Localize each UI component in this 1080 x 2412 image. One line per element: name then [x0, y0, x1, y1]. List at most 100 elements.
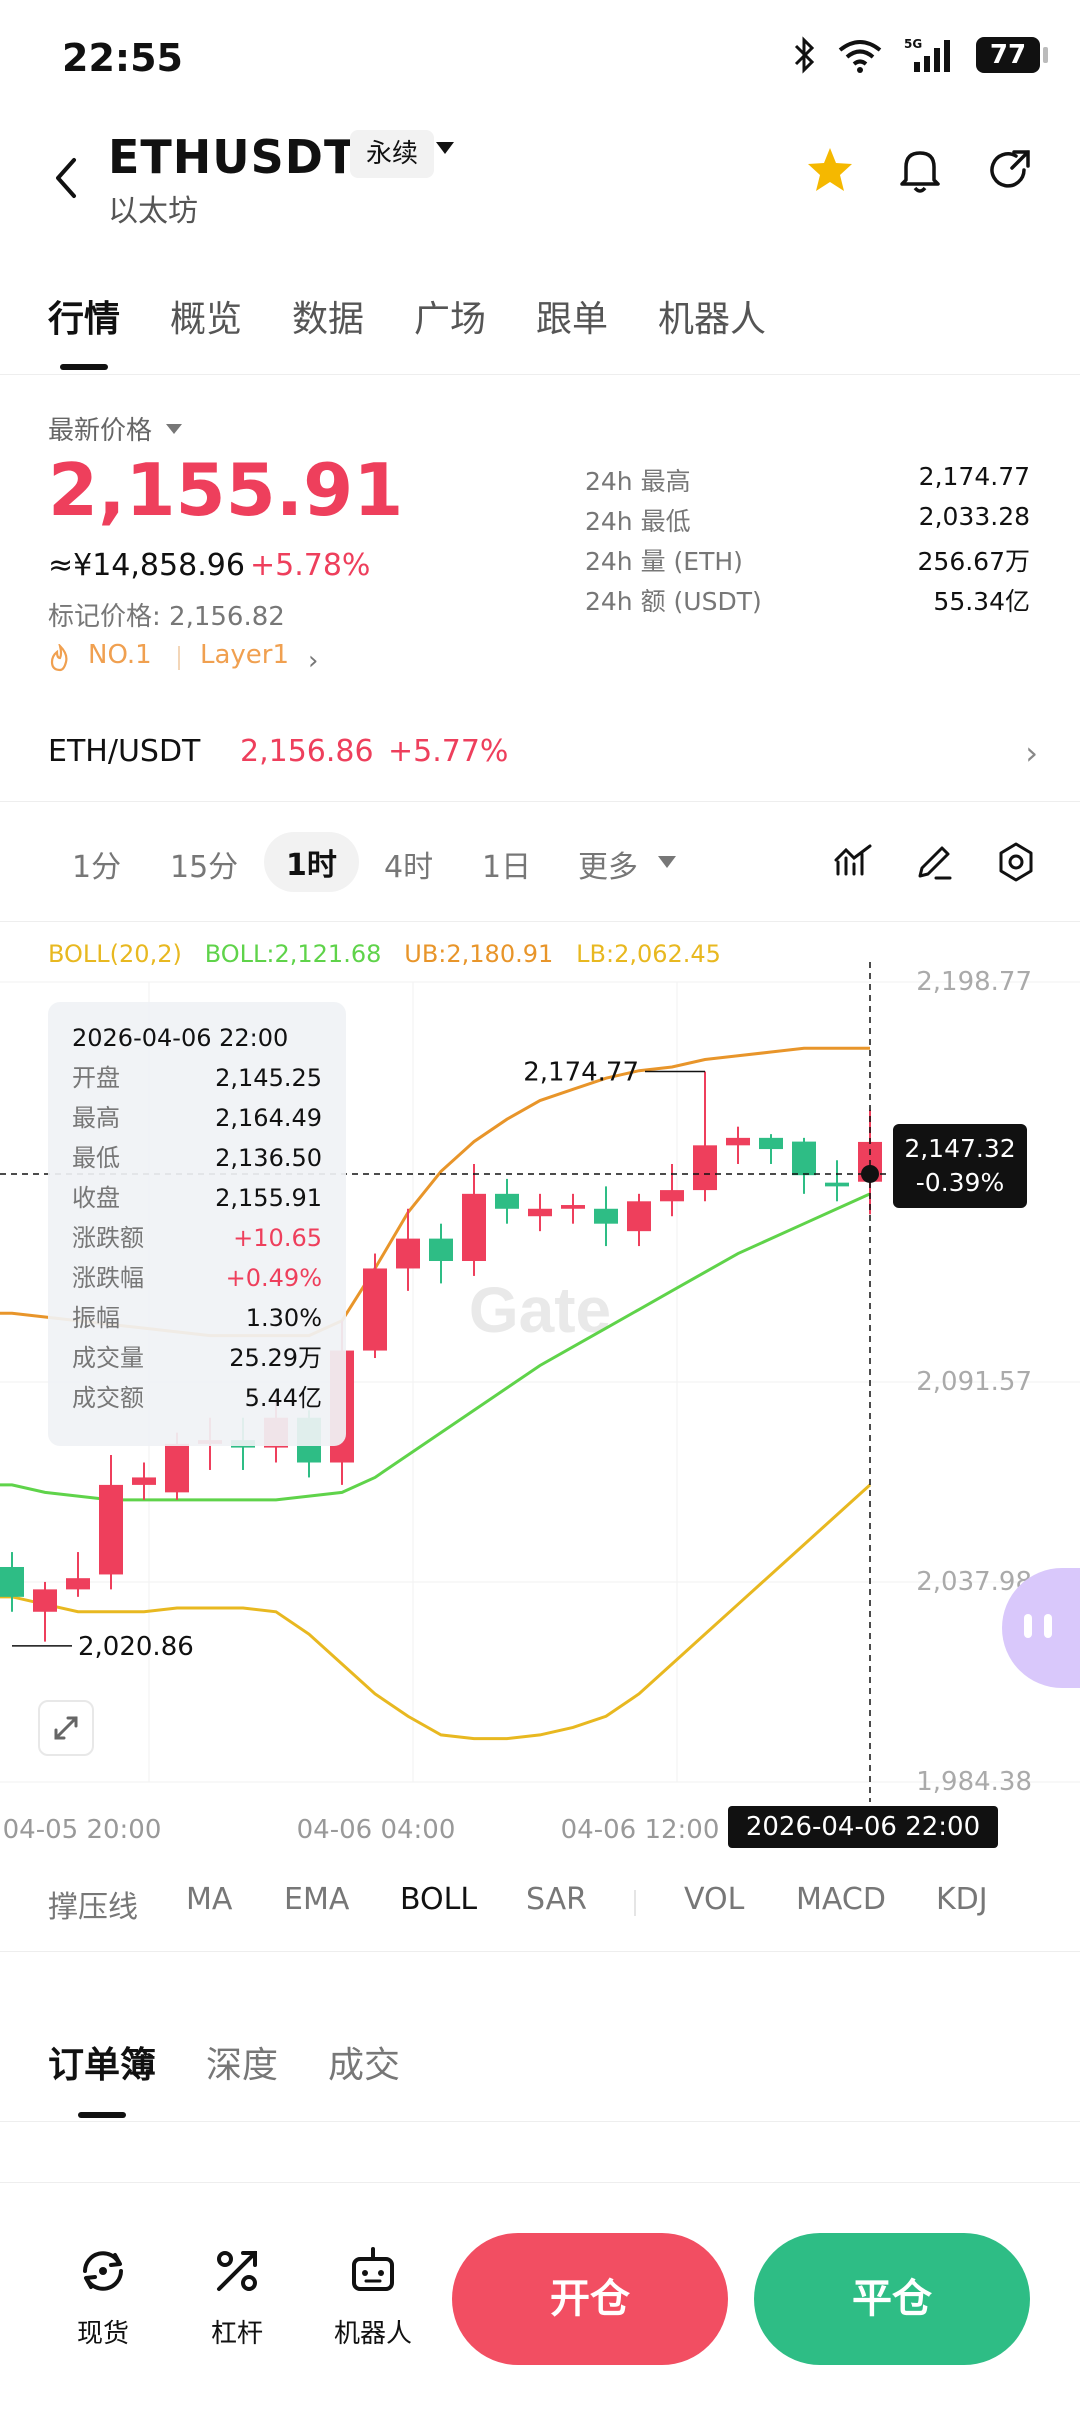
candle-body — [825, 1182, 849, 1187]
timeframe-1d[interactable]: 1日 — [482, 850, 532, 885]
sector-tag[interactable]: Layer1 — [200, 640, 290, 670]
chevron-down-icon[interactable] — [658, 856, 676, 868]
candle-body — [429, 1238, 453, 1262]
tab-square[interactable]: 广场 — [414, 299, 487, 340]
tooltip-row: 最高 2,164.49 — [72, 1098, 322, 1138]
back-arrow-icon[interactable] — [44, 148, 94, 208]
tooltip-row: 成交量 25.29万 — [72, 1338, 322, 1378]
tooltip-row: 振幅 1.30% — [72, 1298, 322, 1338]
robot-icon — [352, 2247, 394, 2291]
candle-body — [627, 1201, 651, 1232]
tooltip-date: 2026-04-06 22:00 — [72, 1024, 289, 1052]
indicator-vol[interactable]: VOL — [684, 1882, 745, 1917]
chevron-down-icon[interactable] — [436, 142, 454, 154]
stat-value-low: 2,033.28 — [918, 502, 1030, 531]
expand-chart-button[interactable] — [38, 1700, 94, 1756]
open-position-button[interactable]: 开仓 — [452, 2233, 728, 2365]
boll-middle-line — [0, 1192, 871, 1502]
chevron-right-icon[interactable]: › — [308, 646, 319, 676]
x-axis-label: 04-06 12:00 — [561, 1815, 720, 1845]
tooltip-row: 成交额 5.44亿 — [72, 1378, 322, 1418]
tooltip-value: 5.44亿 — [244, 1384, 322, 1412]
nav-bot[interactable]: 机器人 — [318, 2243, 428, 2350]
symbol-title[interactable]: ETHUSDT — [108, 130, 357, 184]
stat-value-high: 2,174.77 — [918, 462, 1030, 491]
timeframe-1m[interactable]: 1分 — [72, 850, 122, 885]
floating-assistant-button[interactable] — [1002, 1568, 1080, 1688]
timeframe-15m[interactable]: 15分 — [170, 850, 239, 885]
boll-lower-line — [0, 1483, 872, 1741]
nav-spot-label: 现货 — [76, 2319, 129, 2349]
candle-body — [660, 1190, 684, 1202]
tab-trades[interactable]: 成交 — [328, 2045, 401, 2086]
tag-divider — [178, 646, 180, 670]
caret-down-icon[interactable] — [166, 424, 182, 434]
tooltip-key: 最低 — [72, 1144, 120, 1172]
tab-market[interactable]: 行情 — [48, 299, 121, 340]
close-position-button[interactable]: 平仓 — [754, 2233, 1030, 2365]
tooltip-value: 2,136.50 — [215, 1144, 322, 1172]
timeframe-1h[interactable]: 1时 — [264, 832, 359, 892]
indicator-sar[interactable]: SAR — [526, 1882, 587, 1917]
tooltip-key: 振幅 — [72, 1304, 120, 1332]
crosshair-price: 2,147.32 — [904, 1134, 1016, 1163]
share-icon[interactable] — [980, 140, 1040, 200]
battery-indicator: 77 — [976, 37, 1048, 73]
tab-bot[interactable]: 机器人 — [658, 299, 767, 340]
settings-icon[interactable] — [994, 840, 1038, 884]
orderbook-tabs: 订单簿 深度 成交 — [0, 2018, 1080, 2122]
candle-body — [528, 1208, 552, 1217]
candle-body — [132, 1477, 156, 1485]
high-marker-label: 2,174.77 — [523, 1058, 639, 1088]
tooltip-key: 最高 — [72, 1104, 120, 1132]
svg-text:5G: 5G — [904, 37, 922, 51]
rank-tag[interactable]: NO.1 — [88, 640, 152, 670]
nav-leverage[interactable]: 杠杆 — [182, 2243, 292, 2350]
indicator-kdj[interactable]: KDJ — [936, 1882, 988, 1917]
stat-label-volume: 24h 量 (ETH) — [585, 547, 743, 576]
leverage-icon — [217, 2251, 257, 2291]
indicator-ema[interactable]: EMA — [284, 1882, 350, 1917]
y-axis-label: 2,198.77 — [916, 967, 1032, 997]
draw-pen-icon[interactable] — [912, 840, 956, 884]
tooltip-key: 成交额 — [72, 1384, 144, 1412]
indicator-boll[interactable]: BOLL — [400, 1882, 478, 1917]
kline-chart[interactable]: BOLL(20,2) BOLL:2,121.68 UB:2,180.91 LB:… — [0, 922, 1080, 1852]
timeframe-4h[interactable]: 4时 — [384, 850, 434, 885]
stat-value-volume: 256.67万 — [917, 547, 1030, 576]
indicator-chart-icon[interactable] — [832, 840, 876, 884]
candle-body — [726, 1137, 750, 1146]
tooltip-value: 2,164.49 — [215, 1104, 322, 1132]
tooltip-row: 涨跌额 +10.65 — [72, 1218, 322, 1258]
timeframe-more[interactable]: 更多 — [578, 850, 638, 885]
x-axis-label: 04-05 20:00 — [3, 1815, 162, 1845]
tab-data[interactable]: 数据 — [292, 299, 365, 340]
latest-price-label[interactable]: 最新价格 — [48, 416, 153, 446]
tab-copy-trade[interactable]: 跟单 — [536, 299, 609, 340]
spot-pair-row[interactable]: ETH/USDT 2,156.86 +5.77% › — [0, 720, 1080, 802]
tooltip-value: 25.29万 — [229, 1344, 322, 1372]
x-axis-label: 04-06 04:00 — [297, 1815, 456, 1845]
contract-type-badge[interactable]: 永续 — [350, 130, 435, 178]
wifi-icon — [838, 40, 882, 73]
stat-label-turnover: 24h 额 (USDT) — [585, 587, 762, 616]
tooltip-value: 1.30% — [245, 1304, 322, 1332]
cny-price: ≈¥14,858.96 — [48, 548, 245, 583]
chevron-right-icon[interactable]: › — [1025, 734, 1038, 772]
tab-orderbook[interactable]: 订单簿 — [48, 2045, 157, 2086]
bluetooth-icon — [794, 36, 815, 74]
indicator-support-resistance[interactable]: 撑压线 — [48, 1890, 138, 1925]
tab-depth[interactable]: 深度 — [206, 2045, 279, 2086]
indicator-ma[interactable]: MA — [186, 1882, 233, 1917]
nav-bot-label: 机器人 — [333, 2319, 412, 2349]
crosshair-change: -0.39% — [915, 1168, 1005, 1197]
tab-overview[interactable]: 概览 — [170, 299, 243, 340]
tooltip-value: +10.65 — [233, 1224, 322, 1252]
nav-spot[interactable]: 现货 — [48, 2243, 158, 2350]
chart-canvas[interactable]: Gate 2,198.772,091.572,037.981,984.3804-… — [0, 922, 1080, 1852]
bell-icon[interactable] — [890, 140, 950, 200]
tooltip-row: 涨跌幅 +0.49% — [72, 1258, 322, 1298]
indicator-macd[interactable]: MACD — [796, 1882, 886, 1917]
star-icon[interactable] — [800, 140, 860, 200]
candle-body — [594, 1208, 618, 1224]
